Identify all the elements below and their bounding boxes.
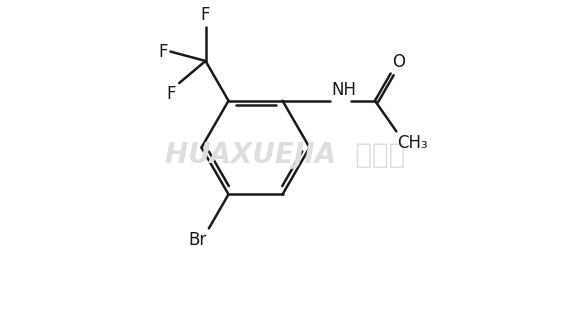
Text: CH₃: CH₃ — [397, 134, 428, 152]
Text: Br: Br — [188, 231, 207, 249]
Text: F: F — [167, 85, 176, 103]
Text: HUAXUEJIA  化学加: HUAXUEJIA 化学加 — [165, 142, 405, 169]
Text: F: F — [158, 43, 167, 61]
Text: NH: NH — [332, 81, 357, 99]
Text: O: O — [393, 52, 405, 70]
Text: F: F — [201, 6, 210, 24]
